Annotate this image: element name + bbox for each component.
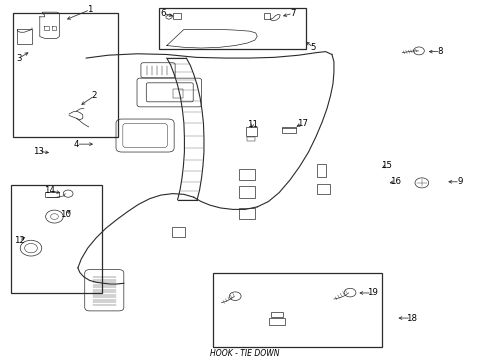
Bar bbox=[172, 13, 181, 19]
Text: 9: 9 bbox=[457, 177, 463, 186]
Bar bbox=[213, 273, 382, 347]
Text: 14: 14 bbox=[44, 186, 55, 195]
Bar bbox=[11, 185, 102, 293]
Text: 7: 7 bbox=[290, 9, 295, 18]
Text: 19: 19 bbox=[367, 288, 377, 297]
Bar bbox=[13, 13, 118, 137]
Text: 13: 13 bbox=[33, 147, 44, 156]
Text: 8: 8 bbox=[438, 47, 443, 56]
Text: 1: 1 bbox=[87, 5, 93, 14]
Text: 5: 5 bbox=[311, 43, 316, 52]
Bar bbox=[45, 192, 59, 197]
Text: 3: 3 bbox=[17, 54, 22, 63]
Text: 2: 2 bbox=[92, 91, 97, 100]
Text: 15: 15 bbox=[381, 161, 392, 170]
Bar bbox=[172, 226, 185, 237]
Bar bbox=[318, 163, 326, 177]
Text: 11: 11 bbox=[247, 120, 258, 129]
Text: 16: 16 bbox=[390, 177, 401, 186]
Text: 6: 6 bbox=[160, 9, 166, 18]
Bar bbox=[17, 30, 32, 44]
Bar bbox=[271, 312, 283, 317]
Text: 10: 10 bbox=[60, 210, 71, 219]
Bar bbox=[239, 208, 255, 220]
Bar bbox=[239, 168, 255, 180]
Bar bbox=[318, 184, 330, 194]
Bar bbox=[264, 13, 270, 19]
Bar bbox=[246, 127, 257, 136]
Text: 12: 12 bbox=[14, 237, 25, 246]
Text: HOOK - TIE DOWN: HOOK - TIE DOWN bbox=[210, 348, 280, 357]
Bar bbox=[239, 186, 255, 198]
Text: 17: 17 bbox=[297, 119, 308, 128]
Text: 4: 4 bbox=[74, 140, 79, 149]
Text: 18: 18 bbox=[406, 314, 416, 323]
Bar bbox=[282, 127, 296, 134]
Bar bbox=[247, 137, 255, 140]
Bar bbox=[172, 89, 183, 98]
Bar bbox=[270, 318, 285, 325]
Bar bbox=[159, 8, 306, 49]
